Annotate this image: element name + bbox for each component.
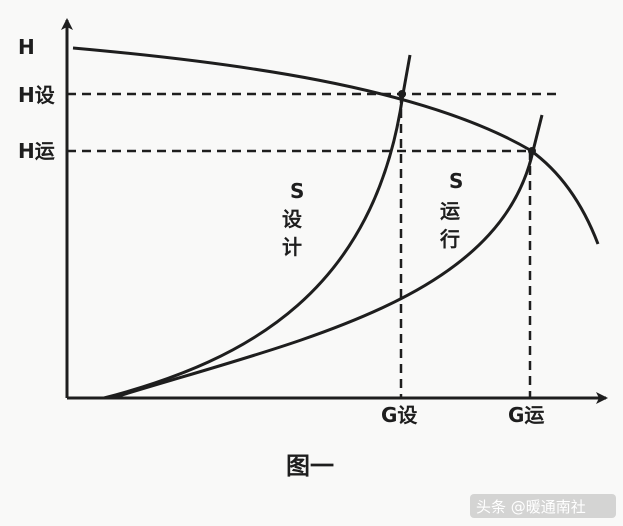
y-label-h: H: [18, 35, 35, 59]
watermark-text: 头条 @暖通南社: [476, 498, 586, 516]
watermark-bg: [470, 494, 616, 518]
run-curve-char1: 运: [440, 199, 460, 223]
pump-curve: [72, 46, 600, 245]
y-label-h-design: H设: [18, 83, 55, 107]
design-curve-s: S: [290, 179, 304, 203]
design-system-curve: [103, 54, 412, 400]
run-operating-point: [528, 147, 536, 155]
design-curve-char2: 计: [282, 235, 302, 259]
run-curve-char2: 行: [439, 227, 460, 251]
y-label-h-run: H运: [18, 139, 55, 163]
figure-caption: 图一: [286, 452, 334, 480]
run-curve-s: S: [449, 169, 463, 193]
run-system-curve: [111, 114, 544, 400]
x-label-g-run: G运: [508, 403, 544, 427]
design-curve-char1: 设: [282, 207, 302, 231]
x-label-g-design: G设: [381, 403, 417, 427]
design-operating-point: [398, 90, 406, 98]
